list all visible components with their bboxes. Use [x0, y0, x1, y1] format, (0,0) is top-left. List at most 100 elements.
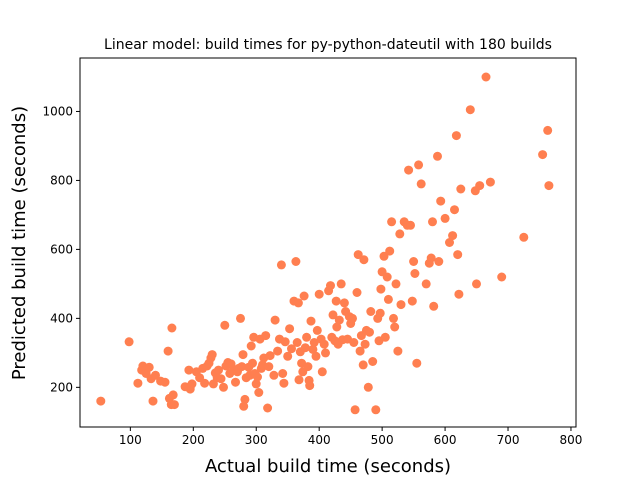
data-point	[200, 378, 210, 388]
data-point	[406, 220, 415, 230]
data-point	[544, 181, 554, 191]
x-tick-label: 300	[245, 433, 268, 447]
data-point	[410, 269, 420, 278]
data-point	[253, 372, 262, 382]
data-point	[412, 358, 422, 368]
data-point	[376, 284, 386, 294]
data-point	[328, 310, 338, 320]
data-point	[414, 160, 424, 170]
data-point	[319, 339, 329, 349]
data-point	[389, 313, 398, 323]
y-axis-label: Predicted build time (seconds)	[9, 106, 30, 380]
data-point	[355, 346, 365, 356]
data-point	[368, 357, 378, 366]
data-point	[409, 257, 419, 266]
data-point	[348, 313, 357, 323]
data-point	[428, 217, 437, 227]
data-point	[382, 272, 392, 282]
data-point	[321, 348, 330, 358]
data-point	[240, 394, 250, 404]
data-point	[472, 279, 481, 289]
y-tick-label: 600	[50, 242, 73, 256]
x-tick-label: 800	[560, 433, 583, 447]
data-point	[302, 332, 312, 342]
chart-title: Linear model: build times for py-python-…	[104, 37, 552, 53]
data-point	[440, 213, 450, 223]
data-point	[246, 341, 256, 351]
data-point	[299, 291, 309, 301]
data-point	[326, 281, 335, 291]
data-point	[168, 390, 178, 400]
data-point	[306, 316, 316, 326]
data-point	[519, 232, 529, 242]
data-point	[481, 72, 491, 82]
data-point	[380, 332, 390, 342]
y-tick-label: 800	[50, 173, 73, 187]
data-point	[339, 298, 349, 308]
data-point	[317, 367, 327, 377]
data-point	[184, 365, 194, 375]
x-tick-label: 400	[308, 433, 331, 447]
data-point	[390, 322, 400, 332]
data-point	[167, 323, 177, 333]
data-point	[385, 246, 395, 256]
data-point	[220, 320, 230, 330]
data-point	[312, 325, 322, 335]
data-point	[454, 289, 464, 299]
data-point	[239, 401, 249, 411]
data-point	[391, 279, 401, 289]
data-point	[280, 337, 290, 347]
data-point	[261, 331, 271, 341]
data-point	[365, 327, 374, 337]
data-point	[421, 279, 431, 289]
data-point	[151, 370, 160, 380]
data-point	[265, 351, 275, 361]
data-point	[543, 125, 553, 135]
data-point	[283, 351, 293, 361]
y-tick-label: 400	[50, 311, 73, 325]
data-point	[450, 205, 459, 215]
data-point	[393, 346, 403, 356]
data-point	[207, 350, 217, 360]
data-point	[366, 307, 376, 316]
data-point	[350, 405, 360, 415]
data-point	[124, 337, 134, 347]
data-point	[336, 279, 346, 289]
data-point	[436, 196, 446, 206]
data-point	[270, 315, 280, 325]
data-point	[349, 338, 359, 347]
data-point	[254, 388, 264, 397]
data-point	[169, 400, 179, 410]
data-point	[294, 375, 304, 385]
data-point	[465, 105, 475, 115]
data-point	[433, 151, 442, 161]
data-point	[273, 346, 283, 356]
data-point	[456, 184, 466, 194]
data-point	[314, 289, 324, 299]
data-point	[538, 150, 548, 160]
data-point	[292, 338, 302, 347]
data-point	[331, 296, 341, 306]
data-point	[219, 382, 228, 392]
data-point	[236, 313, 245, 323]
points-layer	[96, 72, 554, 415]
data-point	[300, 343, 310, 353]
data-point	[237, 362, 247, 372]
data-point	[293, 298, 303, 308]
data-point	[303, 362, 313, 372]
data-point	[285, 324, 295, 334]
data-point	[379, 251, 389, 261]
data-point	[144, 362, 154, 372]
x-tick-label: 200	[182, 433, 205, 447]
data-point	[269, 370, 279, 380]
data-point	[407, 296, 417, 306]
data-point	[334, 315, 344, 325]
data-point	[448, 231, 458, 241]
y-axis: 200 400 600 800 1000	[42, 104, 80, 394]
data-point	[160, 377, 170, 387]
data-point	[231, 377, 240, 387]
data-point	[416, 179, 426, 189]
x-tick-label: 600	[434, 433, 457, 447]
data-point	[485, 177, 495, 187]
